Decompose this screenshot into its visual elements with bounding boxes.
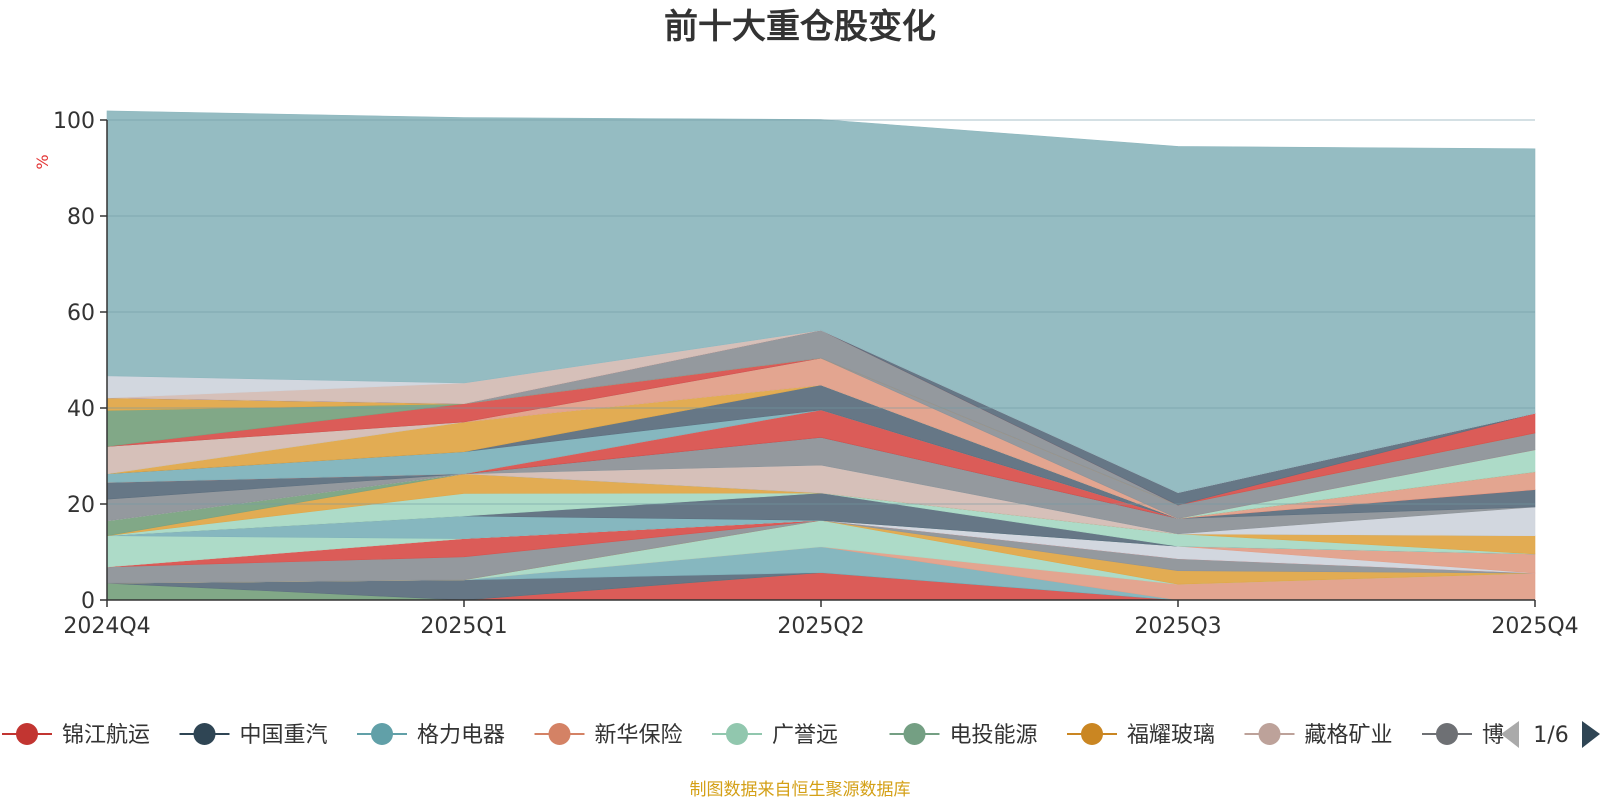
legend[interactable]: 锦江航运 中国重汽 格力电器 新华保险 广誉远 电投能源 福耀玻璃 藏格矿业 博 1/6	[2, 721, 1600, 748]
source-note: 制图数据来自恒生聚源数据库	[690, 780, 911, 800]
legend-item[interactable]: 福耀玻璃	[1067, 723, 1215, 748]
legend-item[interactable]: 藏格矿业	[1244, 723, 1393, 748]
legend-marker	[371, 723, 393, 745]
y-tick-label: 40	[67, 397, 95, 422]
x-tick-label: 2025Q2	[777, 614, 864, 639]
legend-item[interactable]: 格力电器	[357, 723, 505, 748]
legend-label: 福耀玻璃	[1127, 723, 1215, 748]
legend-marker	[1258, 723, 1281, 745]
legend-item[interactable]: 中国重汽	[179, 723, 328, 748]
chart-title: 前十大重仓股变化	[664, 7, 936, 47]
legend-marker	[548, 723, 571, 745]
y-tick-label: 100	[53, 109, 95, 134]
y-tick-label: 20	[67, 493, 95, 518]
gridlines	[107, 119, 1535, 505]
area-layers	[106, 110, 1536, 601]
legend-label: 博	[1482, 723, 1504, 748]
y-tick-label: 0	[81, 589, 95, 614]
legend-prev-icon[interactable]	[1501, 721, 1519, 748]
legend-marker	[726, 723, 748, 745]
legend-marker	[193, 723, 216, 745]
y-tick-label: 80	[67, 205, 95, 230]
legend-label: 格力电器	[417, 723, 505, 748]
legend-label: 藏格矿业	[1305, 723, 1393, 748]
legend-page-indicator: 1/6	[1533, 723, 1568, 748]
legend-item[interactable]: 新华保险	[534, 723, 683, 748]
area-series-other	[106, 110, 1536, 493]
legend-item[interactable]: 博	[1422, 723, 1504, 748]
x-tick-label: 2024Q4	[63, 614, 150, 639]
legend-marker	[16, 723, 38, 745]
legend-item[interactable]: 广誉远	[712, 723, 838, 748]
legend-label: 广誉远	[772, 723, 838, 748]
legend-marker	[1436, 723, 1458, 745]
legend-label: 新华保险	[595, 723, 683, 748]
legend-label: 电投能源	[950, 723, 1038, 748]
legend-marker	[903, 723, 926, 745]
legend-item[interactable]: 锦江航运	[2, 723, 150, 748]
x-tick-label: 2025Q4	[1491, 614, 1578, 639]
legend-marker	[1081, 723, 1103, 745]
legend-label: 中国重汽	[240, 723, 328, 748]
x-tick-label: 2025Q3	[1134, 614, 1221, 639]
legend-item[interactable]: 电投能源	[889, 723, 1038, 748]
y-tick-label: 60	[67, 301, 95, 326]
x-tick-label: 2025Q1	[420, 614, 507, 639]
legend-next-icon[interactable]	[1582, 721, 1600, 748]
axes: 0 20 40 60 80 100 2024Q4 2025Q1 2025Q2 2025Q3 2025…	[53, 109, 1579, 639]
y-axis-unit: %	[33, 154, 52, 169]
legend-label: 锦江航运	[62, 723, 150, 748]
